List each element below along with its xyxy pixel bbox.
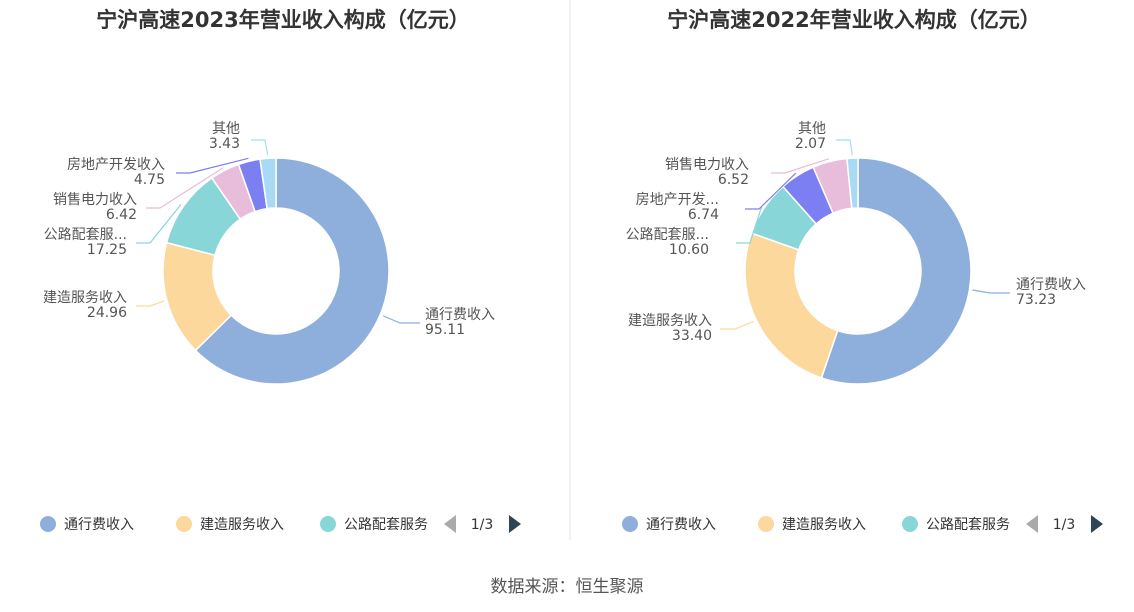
pie-slice[interactable] <box>259 157 277 210</box>
data-source: 数据来源：恒生聚源 <box>491 577 644 597</box>
leader-line <box>771 158 830 174</box>
legend-marker <box>40 516 56 532</box>
leader-line <box>972 289 1010 294</box>
slice-value-label: 2.07 <box>795 136 826 152</box>
legend-marker <box>320 516 336 532</box>
legend-item-label[interactable]: 公路配套服务 <box>926 517 1010 533</box>
leader-line <box>251 139 269 156</box>
pie-slice[interactable] <box>846 157 859 210</box>
legend-marker <box>758 516 774 532</box>
slice-value-label: 6.52 <box>718 172 749 188</box>
slice-category-label: 其他 <box>212 121 240 137</box>
leader-line <box>745 172 797 210</box>
slice-value-label: 24.96 <box>87 305 127 321</box>
chart-title-2022: 宁沪高速2022年营业收入构成（亿元） <box>667 8 1040 32</box>
slice-category-label: 房地产开发收入 <box>67 157 165 173</box>
leader-line <box>382 315 420 324</box>
legend-2022: 通行费收入 建造服务收入 公路配套服务 1/3 <box>622 515 1103 533</box>
slice-value-label: 6.74 <box>688 207 719 223</box>
legend-item-label[interactable]: 建造服务收入 <box>200 517 284 533</box>
legend-next-icon[interactable] <box>509 515 521 533</box>
legend-item-label[interactable]: 通行费收入 <box>64 517 134 533</box>
legend-2023: 通行费收入 建造服务收入 公路配套服务 1/3 <box>40 515 521 533</box>
legend-marker <box>622 516 638 532</box>
slice-category-label: 其他 <box>798 121 826 137</box>
legend-next-icon[interactable] <box>1091 515 1103 533</box>
leader-line <box>736 205 763 244</box>
slice-value-label: 33.40 <box>672 328 712 344</box>
legend-item-label[interactable]: 公路配套服务 <box>344 517 428 533</box>
slice-category-label: 公路配套服... <box>626 227 709 243</box>
leader-line <box>836 139 853 156</box>
slice-value-label: 95.11 <box>425 322 465 338</box>
pie-slice[interactable] <box>194 157 390 385</box>
slice-category-label: 销售电力收入 <box>53 192 137 208</box>
pie-slice[interactable] <box>820 157 972 385</box>
slice-category-label: 公路配套服... <box>44 227 127 243</box>
slice-category-label: 房地产开发... <box>636 192 719 208</box>
slice-value-label: 73.23 <box>1016 292 1056 308</box>
slice-category-label: 建造服务收入 <box>628 313 712 329</box>
leader-line <box>136 300 165 307</box>
slice-category-label: 通行费收入 <box>1016 277 1086 293</box>
slice-category-label: 建造服务收入 <box>43 290 127 306</box>
legend-marker <box>902 516 918 532</box>
slice-category-label: 销售电力收入 <box>665 157 749 173</box>
leader-line <box>146 167 224 209</box>
legend-page-indicator: 1/3 <box>1053 517 1076 533</box>
slice-value-label: 3.43 <box>209 136 240 152</box>
legend-prev-icon[interactable] <box>1026 515 1038 533</box>
slice-value-label: 6.42 <box>106 207 137 223</box>
slice-value-label: 4.75 <box>134 172 165 188</box>
legend-page-indicator: 1/3 <box>471 517 494 533</box>
legend-item-label[interactable]: 通行费收入 <box>646 517 716 533</box>
legend-item-label[interactable]: 建造服务收入 <box>782 517 866 533</box>
legend-marker <box>176 516 192 532</box>
slice-value-label: 10.60 <box>669 242 709 258</box>
slice-value-label: 17.25 <box>87 242 127 258</box>
leader-line <box>720 320 754 330</box>
pie-slice[interactable] <box>744 232 839 379</box>
leader-line <box>176 157 249 174</box>
chart-title-2023: 宁沪高速2023年营业收入构成（亿元） <box>96 8 469 32</box>
legend-prev-icon[interactable] <box>444 515 456 533</box>
slice-category-label: 通行费收入 <box>425 307 495 323</box>
leader-line <box>136 204 182 244</box>
